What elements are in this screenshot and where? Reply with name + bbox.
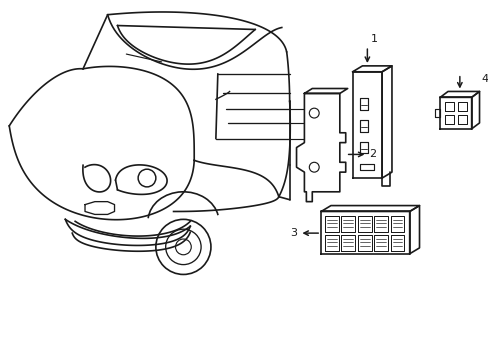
Text: 2: 2 bbox=[368, 149, 376, 159]
Text: 1: 1 bbox=[370, 34, 378, 44]
Text: 3: 3 bbox=[290, 228, 297, 238]
Text: 4: 4 bbox=[481, 74, 488, 84]
